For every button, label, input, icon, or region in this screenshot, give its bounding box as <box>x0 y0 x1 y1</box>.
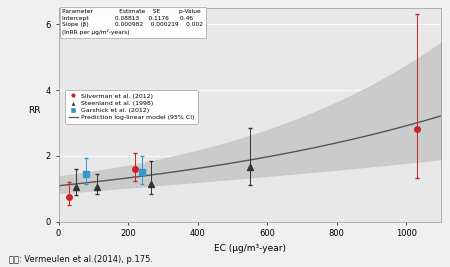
Y-axis label: RR: RR <box>28 106 40 115</box>
Legend: Silverman et al. (2012), Steenland et al. (1998), Garshick et al. (2012), Predic: Silverman et al. (2012), Steenland et al… <box>65 90 198 124</box>
Text: 자료: Vermeulen et al.(2014), p.175.: 자료: Vermeulen et al.(2014), p.175. <box>9 255 153 264</box>
X-axis label: EC (μg/m³-year): EC (μg/m³-year) <box>214 244 286 253</box>
Text: Parameter              Estimate    SE          p-Value
Intercept              0.: Parameter Estimate SE p-Value Intercept … <box>62 9 203 35</box>
